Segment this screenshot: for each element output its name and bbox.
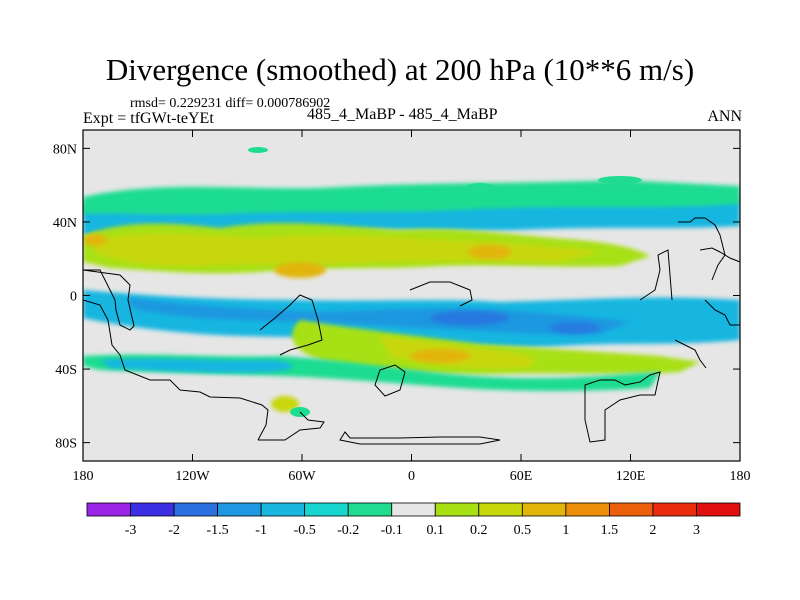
x-tick-label: 180 xyxy=(73,469,94,484)
colorbar-swatch xyxy=(434,502,480,517)
nh-max-3 xyxy=(83,234,107,246)
colorbar-label: -0.2 xyxy=(337,523,359,538)
colorbar-label: -1.5 xyxy=(207,523,229,538)
comparison-label: 485_4_MaBP - 485_4_MaBP xyxy=(307,106,498,123)
colorbar-swatch xyxy=(217,502,262,517)
tropical-divergence-core xyxy=(130,298,630,335)
y-tick-label: 40N xyxy=(53,216,77,231)
y-axis: 80N 40N 0 40S 80S xyxy=(53,142,740,452)
sh-max-1 xyxy=(410,349,470,363)
colorbar-swatch xyxy=(565,502,610,517)
colorbar-label: 1 xyxy=(562,523,569,538)
arctic-blob-3 xyxy=(598,176,642,184)
season-label: ANN xyxy=(707,108,742,125)
colorbar-swatch xyxy=(478,502,523,517)
y-tick-label: 80S xyxy=(55,437,77,452)
colorbar-label: 2 xyxy=(649,523,656,538)
y-tick-label: 0 xyxy=(70,290,77,305)
colorbar-swatch xyxy=(652,502,697,517)
colorbar-swatch xyxy=(347,502,393,517)
colorbar-swatch xyxy=(391,502,436,517)
colorbar-label: 1.5 xyxy=(601,523,619,538)
sh-max-2 xyxy=(271,396,299,412)
colorbar-label: -1 xyxy=(255,523,267,538)
colorbar-label: -2 xyxy=(168,523,180,538)
x-tick-label: 120W xyxy=(175,469,210,484)
x-tick-label: 60W xyxy=(288,469,316,484)
colorbar-swatch xyxy=(260,502,306,517)
y-tick-label: 40S xyxy=(55,363,77,378)
colorbar-label: 3 xyxy=(693,523,700,538)
x-tick-label: 60E xyxy=(510,469,533,484)
nh-max-2 xyxy=(468,245,512,259)
tropical-min-2 xyxy=(550,322,600,334)
colorbar-label: -3 xyxy=(125,523,137,538)
colorbar-label: 0.5 xyxy=(514,523,532,538)
x-axis: 180 120W 60W 0 60E 120E 180 xyxy=(73,130,751,484)
colorbar-label: 0.1 xyxy=(427,523,445,538)
colorbar: -3 -2 -1.5 -1 -0.5 -0.2 -0.1 0.1 0.2 0.5 1 1.5 2 3 xyxy=(86,502,741,538)
colorbar-swatch xyxy=(173,502,218,517)
colorbar-swatch xyxy=(521,502,567,517)
colorbar-label: -0.1 xyxy=(381,523,403,538)
tropical-min-1 xyxy=(430,311,510,325)
stats-text: rmsd= 0.229231 diff= 0.000786902 xyxy=(130,96,331,111)
colorbar-swatch xyxy=(86,502,131,517)
colorbar-label: -0.5 xyxy=(294,523,316,538)
arctic-blob-1 xyxy=(248,147,268,153)
experiment-label: Expt = tfGWt-teYEt xyxy=(83,110,214,127)
coastlines xyxy=(82,217,741,445)
x-tick-label: 0 xyxy=(408,469,415,484)
colorbar-swatch xyxy=(304,502,349,517)
colorbar-label: 0.2 xyxy=(470,523,488,538)
field-contours xyxy=(83,147,740,417)
x-tick-label: 180 xyxy=(730,469,751,484)
south-cyan-band xyxy=(100,358,293,373)
y-tick-label: 80N xyxy=(53,142,77,157)
colorbar-swatch xyxy=(130,502,175,517)
arctic-blob-2 xyxy=(466,183,494,191)
north-green-band xyxy=(83,180,740,215)
colorbar-swatch xyxy=(696,502,741,517)
colorbar-swatch xyxy=(609,502,654,517)
nh-convergence-core xyxy=(95,233,600,267)
x-tick-label: 120E xyxy=(616,469,646,484)
nh-max-1 xyxy=(274,262,326,278)
chart-title: Divergence (smoothed) at 200 hPa (10**6 … xyxy=(105,52,695,87)
sh-convergence-band xyxy=(292,320,700,375)
